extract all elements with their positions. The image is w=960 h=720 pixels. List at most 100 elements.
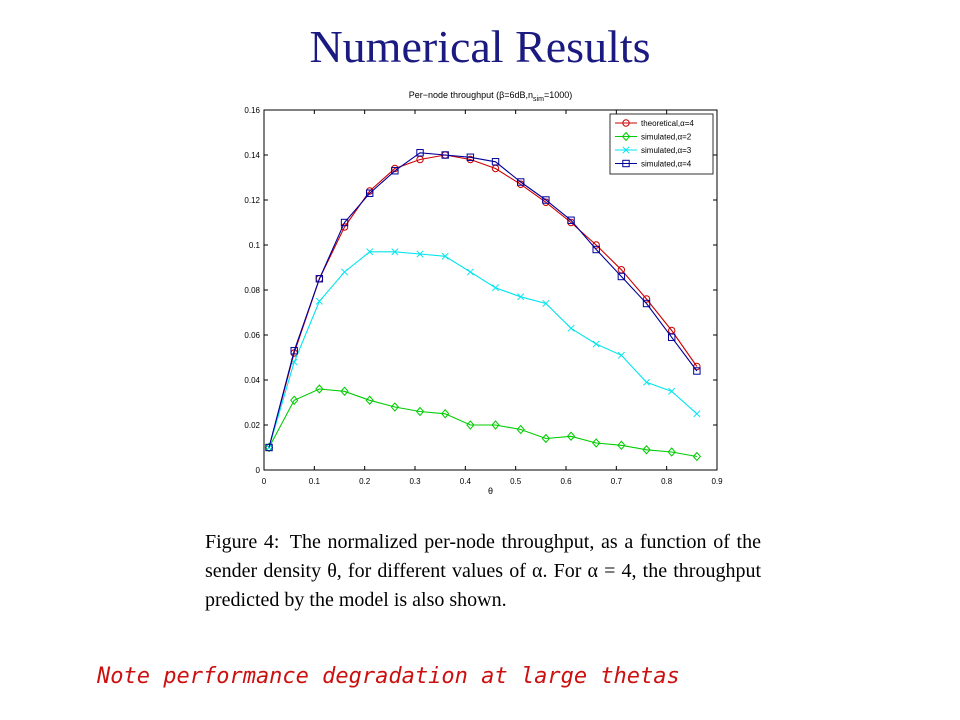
caption-label: Figure 4: [205, 531, 280, 553]
data-point-diamond [566, 431, 576, 442]
x-tick-label: 0.8 [661, 477, 673, 486]
y-tick-label: 0.08 [244, 286, 260, 295]
data-point-square [642, 299, 651, 308]
data-point-x [441, 252, 449, 260]
x-tick-label: 0.1 [309, 477, 321, 486]
note-text: Note performance degradation at large th… [97, 664, 680, 689]
chart-title-main: Per−node throughput (β=6dB,n [409, 90, 533, 100]
data-point-square [592, 245, 600, 254]
data-point-x [466, 268, 474, 276]
data-point-diamond [290, 395, 299, 406]
data-point-square [315, 275, 324, 283]
chart-title: Per−node throughput (β=6dB,nsim=1000) [409, 90, 572, 103]
data-point-x [391, 248, 399, 256]
series-x [265, 248, 701, 452]
data-point-diamond [617, 440, 626, 451]
data-point-square [265, 443, 273, 452]
series-square [265, 149, 701, 452]
data-point-x [693, 410, 701, 418]
data-point-x [642, 378, 651, 386]
y-tick-label: 0.06 [244, 331, 260, 340]
y-tick-label: 0 [256, 466, 261, 475]
caption-text: The normalized per-node throughput, as a… [205, 531, 761, 611]
series-line [268, 388, 697, 458]
x-tick-label: 0.5 [510, 477, 522, 486]
data-point-diamond [692, 451, 702, 462]
slide-title: Numerical Results [309, 21, 651, 72]
data-point-x [416, 250, 424, 258]
data-point-diamond [667, 447, 676, 457]
data-point-square [416, 149, 424, 157]
y-tick-label: 0.12 [244, 196, 260, 205]
data-point-diamond [491, 420, 500, 430]
data-point-circle [340, 223, 349, 231]
axis-ticks: 0 0.1 0.2 0.3 0.4 0.5 0.6 0.7 0.8 0.9 0 0.02 0.04 0.0… [244, 106, 723, 486]
data-point-x [622, 146, 630, 154]
data-point-x [567, 324, 575, 332]
data-point-diamond [415, 406, 425, 417]
series-line [268, 251, 698, 448]
data-point-diamond [365, 395, 374, 406]
y-tick-label: 0.14 [244, 151, 260, 160]
data-point-diamond [466, 420, 475, 430]
data-point-x [592, 340, 600, 348]
chart-title-sub: sim [533, 96, 544, 103]
y-tick-label: 0.04 [244, 376, 260, 385]
legend: theoretical,α=4 simulated,α=2 simulated,α=… [609, 113, 714, 175]
data-point-diamond [621, 131, 631, 142]
series-layer [264, 149, 702, 462]
data-point-x [340, 268, 349, 276]
data-point-square [366, 189, 374, 197]
data-point-diamond [642, 444, 651, 455]
data-point-diamond [592, 438, 601, 448]
data-point-square [466, 153, 475, 161]
data-point-square [441, 151, 449, 159]
data-point-x [668, 387, 676, 395]
y-tick-label: 0.1 [249, 241, 261, 250]
chart-title-end: =1000) [544, 90, 572, 100]
data-point-diamond [340, 386, 349, 397]
data-point-square [340, 218, 349, 227]
data-point-square [491, 158, 500, 166]
data-point-square [290, 347, 298, 355]
data-point-diamond [541, 433, 551, 444]
data-point-x [542, 299, 550, 308]
data-point-x [366, 248, 374, 256]
data-point-x [517, 293, 525, 301]
x-tick-label: 0.9 [711, 477, 723, 486]
series-line [268, 152, 698, 448]
x-tick-label: 0.4 [460, 477, 472, 486]
data-point-square [668, 333, 676, 341]
x-tick-label: 0.7 [611, 477, 623, 486]
x-tick-label: 0.6 [560, 477, 572, 486]
data-point-x [617, 351, 625, 359]
data-point-square [542, 196, 550, 204]
data-point-diamond [315, 384, 324, 394]
data-point-diamond [264, 442, 274, 453]
data-point-circle [622, 119, 630, 127]
data-point-square [517, 178, 525, 186]
x-tick-label: 0 [262, 477, 267, 486]
x-axis-label: θ [488, 486, 493, 496]
data-point-square [622, 159, 630, 168]
x-tick-label: 0.3 [409, 477, 421, 486]
legend-label: simulated,α=3 [641, 146, 692, 155]
data-point-x [315, 297, 323, 305]
legend-label: simulated,α=4 [641, 160, 692, 169]
data-point-square [617, 272, 626, 281]
legend-label: simulated,α=2 [641, 133, 692, 142]
data-point-square [567, 216, 575, 224]
legend-label: theoretical,α=4 [641, 119, 694, 128]
figure-caption: Figure 4: The normalized per-node throug… [205, 528, 761, 615]
data-point-x [491, 284, 500, 292]
y-tick-label: 0.16 [244, 106, 260, 115]
data-point-square [693, 367, 701, 375]
data-point-square [391, 167, 399, 175]
y-tick-label: 0.02 [244, 421, 260, 430]
data-point-diamond [516, 424, 525, 435]
legend-box [609, 113, 714, 175]
data-point-circle [642, 295, 651, 303]
series-line [268, 154, 698, 448]
series-diamond [264, 384, 702, 462]
